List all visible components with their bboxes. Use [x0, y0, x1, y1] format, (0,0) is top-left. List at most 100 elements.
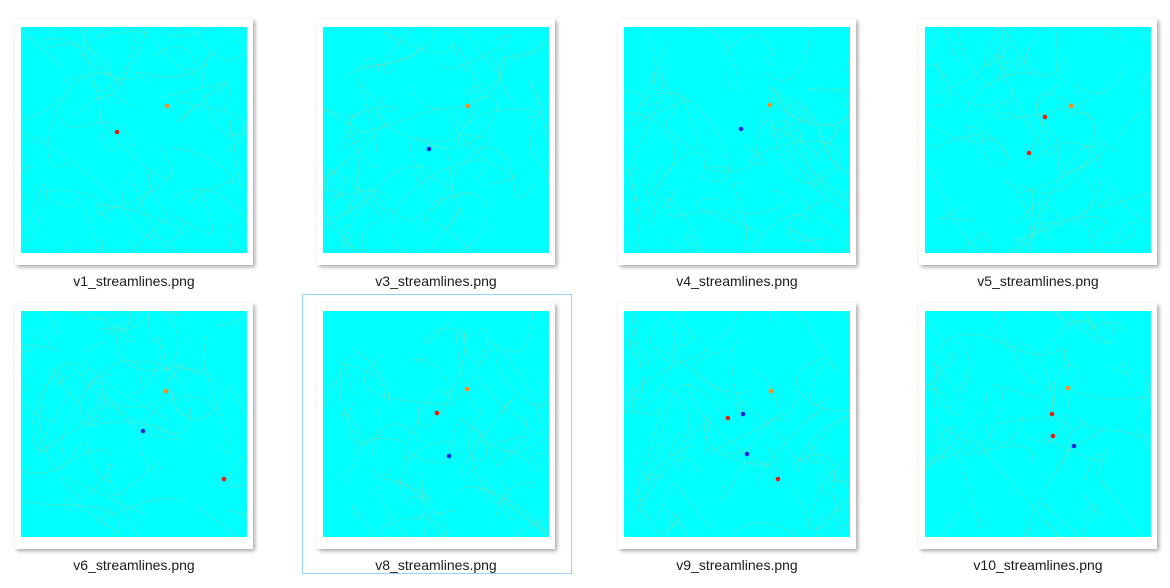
streamline: [494, 482, 537, 526]
orange-point: [1068, 103, 1074, 109]
streamline: [624, 411, 653, 416]
streamline: [21, 198, 25, 199]
streamline: [750, 368, 801, 416]
streamline: [405, 496, 427, 521]
file-thumbnail-frame[interactable]: [317, 19, 555, 265]
streamline: [107, 463, 138, 537]
file-thumbnail-frame[interactable]: [618, 19, 856, 265]
streamline: [356, 85, 378, 168]
streamline: [456, 328, 483, 415]
streamline: [925, 317, 949, 347]
streamline: [807, 413, 850, 463]
streamline: [169, 332, 209, 373]
streamline: [925, 358, 937, 386]
file-thumbnail-frame[interactable]: [15, 303, 253, 549]
streamline: [1028, 142, 1102, 225]
streamline: [457, 108, 542, 145]
streamline: [721, 418, 792, 455]
streamline: [344, 108, 440, 135]
file-name-label: v9_streamlines.png: [676, 557, 798, 573]
streamline: [131, 338, 162, 394]
streamline: [21, 183, 48, 234]
file-tile[interactable]: v6_streamlines.png: [14, 302, 284, 582]
streamline: [631, 348, 710, 414]
streamline: [1040, 120, 1089, 174]
streamline: [1098, 192, 1151, 212]
streamline: [100, 498, 186, 520]
file-name-label: v4_streamlines.png: [676, 273, 798, 289]
streamline: [323, 200, 364, 229]
streamline: [808, 442, 850, 490]
blue-point: [740, 411, 746, 417]
streamline: [1078, 417, 1151, 451]
streamline: [78, 381, 104, 428]
file-tile[interactable]: v5_streamlines.png: [918, 18, 1170, 298]
streamline: [624, 164, 640, 251]
streamline: [1030, 311, 1108, 345]
streamline: [323, 108, 362, 117]
file-name-label: v5_streamlines.png: [977, 273, 1099, 289]
streamline: [21, 442, 92, 474]
streamline: [410, 420, 465, 463]
streamline: [1067, 421, 1107, 443]
streamline: [994, 417, 1073, 474]
file-thumbnail-frame[interactable]: [618, 303, 856, 549]
streamline: [476, 474, 495, 505]
streamline: [45, 190, 98, 208]
streamline: [749, 140, 842, 171]
streamline: [807, 86, 850, 91]
streamline: [39, 365, 87, 466]
streamline: [624, 384, 636, 413]
streamline: [341, 403, 363, 443]
streamline: [21, 27, 63, 67]
streamline: [155, 218, 231, 253]
streamline-plot: [323, 311, 549, 537]
streamline: [991, 381, 1056, 398]
streamline: [122, 171, 156, 239]
blue-point: [426, 146, 432, 152]
file-tile[interactable]: v9_streamlines.png: [617, 302, 887, 582]
streamline: [452, 124, 515, 185]
streamline: [214, 311, 247, 327]
streamline-plot: [21, 311, 247, 537]
file-thumbnail-frame[interactable]: [15, 19, 253, 265]
streamline: [685, 232, 700, 253]
streamline: [717, 311, 740, 340]
streamline: [769, 86, 813, 122]
streamline: [488, 435, 530, 463]
streamline: [754, 408, 825, 487]
streamline: [1107, 178, 1151, 250]
streamline: [1046, 319, 1094, 352]
file-name-label: v6_streamlines.png: [73, 557, 195, 573]
file-name-label: v1_streamlines.png: [73, 273, 195, 289]
streamline: [529, 112, 549, 184]
streamline-image: [323, 311, 549, 537]
streamline: [1136, 399, 1151, 439]
file-thumbnail-frame[interactable]: [317, 303, 555, 549]
file-tile[interactable]: v4_streamlines.png: [617, 18, 887, 298]
file-thumbnail-frame[interactable]: [919, 19, 1157, 265]
streamline: [994, 98, 1090, 119]
file-tile[interactable]: v10_streamlines.png: [918, 302, 1170, 582]
streamline: [676, 420, 710, 471]
file-tile[interactable]: v1_streamlines.png: [14, 18, 284, 298]
streamline: [455, 27, 496, 72]
streamline: [72, 194, 104, 253]
streamline: [323, 108, 365, 150]
streamline: [770, 311, 837, 373]
streamline: [1039, 141, 1116, 232]
streamline: [956, 339, 974, 393]
file-thumbnail-frame[interactable]: [919, 303, 1157, 549]
file-tile[interactable]: v3_streamlines.png: [316, 18, 586, 298]
streamline: [452, 43, 478, 114]
streamline: [788, 148, 818, 187]
streamline: [696, 27, 739, 91]
streamline: [1140, 368, 1151, 395]
orange-point: [768, 388, 774, 394]
streamline: [60, 99, 135, 151]
streamline: [1139, 27, 1151, 43]
file-tile[interactable]: v8_streamlines.png: [302, 294, 572, 574]
streamline: [340, 165, 429, 249]
streamline-image: [21, 311, 247, 537]
streamline: [400, 441, 460, 508]
